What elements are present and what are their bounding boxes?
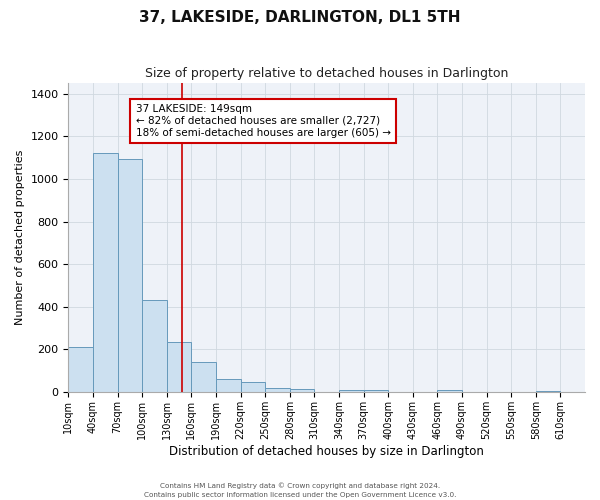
- Title: Size of property relative to detached houses in Darlington: Size of property relative to detached ho…: [145, 68, 508, 80]
- Text: Contains HM Land Registry data © Crown copyright and database right 2024.: Contains HM Land Registry data © Crown c…: [160, 482, 440, 489]
- Bar: [437, 390, 462, 392]
- Text: 37, LAKESIDE, DARLINGTON, DL1 5TH: 37, LAKESIDE, DARLINGTON, DL1 5TH: [139, 10, 461, 25]
- Text: Contains public sector information licensed under the Open Government Licence v3: Contains public sector information licen…: [144, 492, 456, 498]
- Bar: [364, 390, 388, 392]
- Bar: [339, 390, 364, 392]
- Text: 37 LAKESIDE: 149sqm
← 82% of detached houses are smaller (2,727)
18% of semi-det: 37 LAKESIDE: 149sqm ← 82% of detached ho…: [136, 104, 391, 138]
- Bar: [191, 362, 216, 392]
- Bar: [68, 347, 93, 392]
- Bar: [142, 300, 167, 392]
- Bar: [216, 379, 241, 392]
- Bar: [290, 390, 314, 392]
- Bar: [167, 342, 191, 392]
- Bar: [93, 154, 118, 392]
- Y-axis label: Number of detached properties: Number of detached properties: [15, 150, 25, 325]
- Bar: [118, 158, 142, 392]
- Bar: [265, 388, 290, 392]
- X-axis label: Distribution of detached houses by size in Darlington: Distribution of detached houses by size …: [169, 444, 484, 458]
- Bar: [241, 382, 265, 392]
- Bar: [536, 391, 560, 392]
